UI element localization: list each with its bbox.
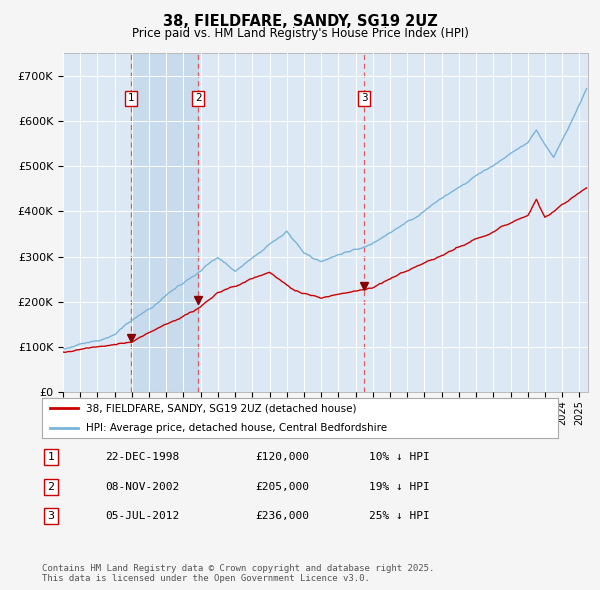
Text: £205,000: £205,000 <box>255 482 309 491</box>
Text: 3: 3 <box>361 93 368 103</box>
Text: Contains HM Land Registry data © Crown copyright and database right 2025.
This d: Contains HM Land Registry data © Crown c… <box>42 563 434 583</box>
Text: 2: 2 <box>47 482 55 491</box>
Text: HPI: Average price, detached house, Central Bedfordshire: HPI: Average price, detached house, Cent… <box>86 423 387 432</box>
Bar <box>131 53 198 392</box>
Text: 10% ↓ HPI: 10% ↓ HPI <box>369 453 430 462</box>
Text: 08-NOV-2002: 08-NOV-2002 <box>105 482 179 491</box>
Text: £236,000: £236,000 <box>255 512 309 521</box>
Text: 05-JUL-2012: 05-JUL-2012 <box>105 512 179 521</box>
Text: 38, FIELDFARE, SANDY, SG19 2UZ: 38, FIELDFARE, SANDY, SG19 2UZ <box>163 14 437 29</box>
Text: 25% ↓ HPI: 25% ↓ HPI <box>369 512 430 521</box>
Text: 3: 3 <box>47 512 55 521</box>
Text: 1: 1 <box>47 453 55 462</box>
Text: 38, FIELDFARE, SANDY, SG19 2UZ (detached house): 38, FIELDFARE, SANDY, SG19 2UZ (detached… <box>86 404 356 414</box>
Text: 22-DEC-1998: 22-DEC-1998 <box>105 453 179 462</box>
Text: Price paid vs. HM Land Registry's House Price Index (HPI): Price paid vs. HM Land Registry's House … <box>131 27 469 40</box>
Text: 1: 1 <box>128 93 134 103</box>
Text: 19% ↓ HPI: 19% ↓ HPI <box>369 482 430 491</box>
Text: 2: 2 <box>195 93 202 103</box>
Text: £120,000: £120,000 <box>255 453 309 462</box>
